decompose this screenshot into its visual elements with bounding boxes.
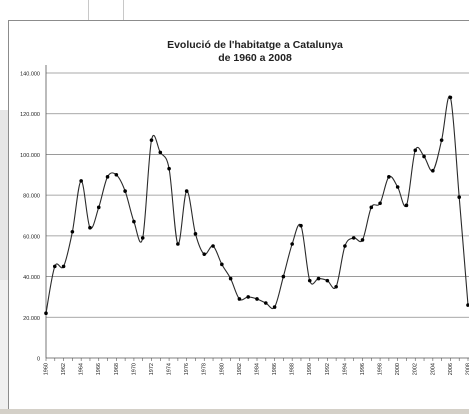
data-point (351, 236, 356, 240)
x-tick-label: 1980 (219, 363, 225, 375)
data-point (158, 150, 163, 155)
series-line (45, 95, 469, 314)
data-point (343, 244, 347, 248)
data-point (422, 154, 426, 159)
x-tick-label: 1968 (114, 363, 120, 375)
x-tick-label: 2008 (465, 363, 469, 375)
x-tick-label: 1970 (131, 363, 137, 375)
data-point (246, 295, 251, 299)
data-point (140, 236, 145, 240)
data-point (457, 195, 462, 199)
data-point (466, 303, 469, 307)
data-point (237, 297, 242, 301)
y-tick-label: 140.000 (20, 72, 40, 78)
chart-title-line-1: Evolució de l'habitatge a Catalunya (167, 39, 343, 51)
y-tick-label: 40.000 (23, 275, 40, 281)
x-tick-label: 1996 (360, 363, 366, 375)
data-point (44, 311, 48, 316)
y-tick-label: 20.000 (23, 316, 40, 322)
x-tick-label: 2004 (430, 363, 436, 375)
data-point (334, 284, 338, 289)
data-point (255, 297, 259, 301)
data-point (202, 252, 207, 256)
x-tick-label: 2002 (413, 363, 419, 375)
column-gridline (123, 0, 124, 22)
sheet-margin (0, 280, 8, 409)
data-point (360, 238, 365, 242)
x-axis-tick-labels: 1960 1962 1964 1966 1968 1970 1972 1974 1976 1978… (43, 363, 469, 375)
data-point (167, 166, 171, 171)
axes (45, 65, 469, 361)
data-point (413, 148, 418, 153)
x-tick-label: 1984 (254, 363, 260, 375)
series (44, 95, 469, 316)
data-point (307, 278, 312, 283)
data-point (378, 201, 382, 206)
data-point (325, 278, 330, 283)
data-point (79, 179, 83, 183)
x-tick-label: 1990 (307, 363, 313, 375)
x-tick-label: 1966 (96, 363, 102, 375)
data-point (369, 205, 374, 210)
data-point (52, 264, 57, 269)
data-point (96, 205, 101, 210)
line-chart: Evolució de l'habitatge a Catalunya de 1… (20, 39, 469, 375)
data-point (431, 168, 435, 173)
data-point (132, 219, 136, 224)
x-tick-label: 1976 (184, 363, 190, 375)
data-point (105, 175, 110, 179)
y-tick-label: 100.000 (20, 153, 40, 159)
data-point (211, 244, 215, 248)
data-point (263, 301, 268, 305)
data-point (228, 276, 233, 281)
x-tick-label: 1998 (378, 363, 384, 375)
data-point (184, 189, 189, 193)
x-tick-label: 1988 (290, 363, 296, 375)
data-point (70, 229, 75, 234)
x-tick-label: 1962 (61, 363, 67, 375)
data-point (281, 274, 286, 279)
x-tick-label: 1974 (167, 363, 173, 375)
data-point (114, 172, 119, 177)
y-axis-tick-labels: 0 20.000 40.000 60.000 80.000 100.000 120.000 1… (20, 72, 40, 363)
data-point (299, 223, 303, 228)
data-point (448, 95, 453, 100)
x-tick-label: 1972 (149, 363, 155, 375)
data-point (193, 232, 198, 236)
x-tick-label: 1994 (342, 363, 348, 375)
data-point (387, 175, 391, 179)
data-point (395, 185, 400, 189)
chart-title-line-2: de 1960 a 2008 (218, 52, 292, 64)
y-tick-label: 120.000 (20, 112, 40, 118)
data-point (290, 242, 294, 246)
x-tick-label: 1982 (237, 363, 243, 375)
y-tick-label: 0 (37, 357, 40, 363)
data-point (61, 264, 66, 269)
data-point (149, 138, 154, 142)
chart-frame[interactable]: Evolució de l'habitatge a Catalunya de 1… (8, 20, 469, 409)
x-tick-label: 1964 (79, 363, 85, 375)
column-gridline (88, 0, 89, 22)
sheet-margin (0, 110, 8, 280)
y-tick-label: 60.000 (23, 234, 40, 240)
data-point (272, 305, 277, 309)
x-tick-label: 2006 (448, 363, 454, 375)
gridlines (46, 72, 469, 318)
x-tick-label: 1992 (325, 363, 331, 375)
data-point (439, 138, 444, 142)
x-tick-label: 1986 (272, 363, 278, 375)
x-tick-label: 1978 (202, 363, 208, 375)
data-point (404, 203, 409, 208)
data-point (176, 242, 180, 246)
data-point (316, 276, 321, 281)
data-point (220, 262, 224, 267)
x-tick-label: 1960 (43, 363, 49, 375)
data-point (123, 189, 127, 193)
y-tick-label: 80.000 (23, 194, 40, 200)
data-point (88, 225, 92, 230)
x-tick-label: 2000 (395, 363, 401, 375)
